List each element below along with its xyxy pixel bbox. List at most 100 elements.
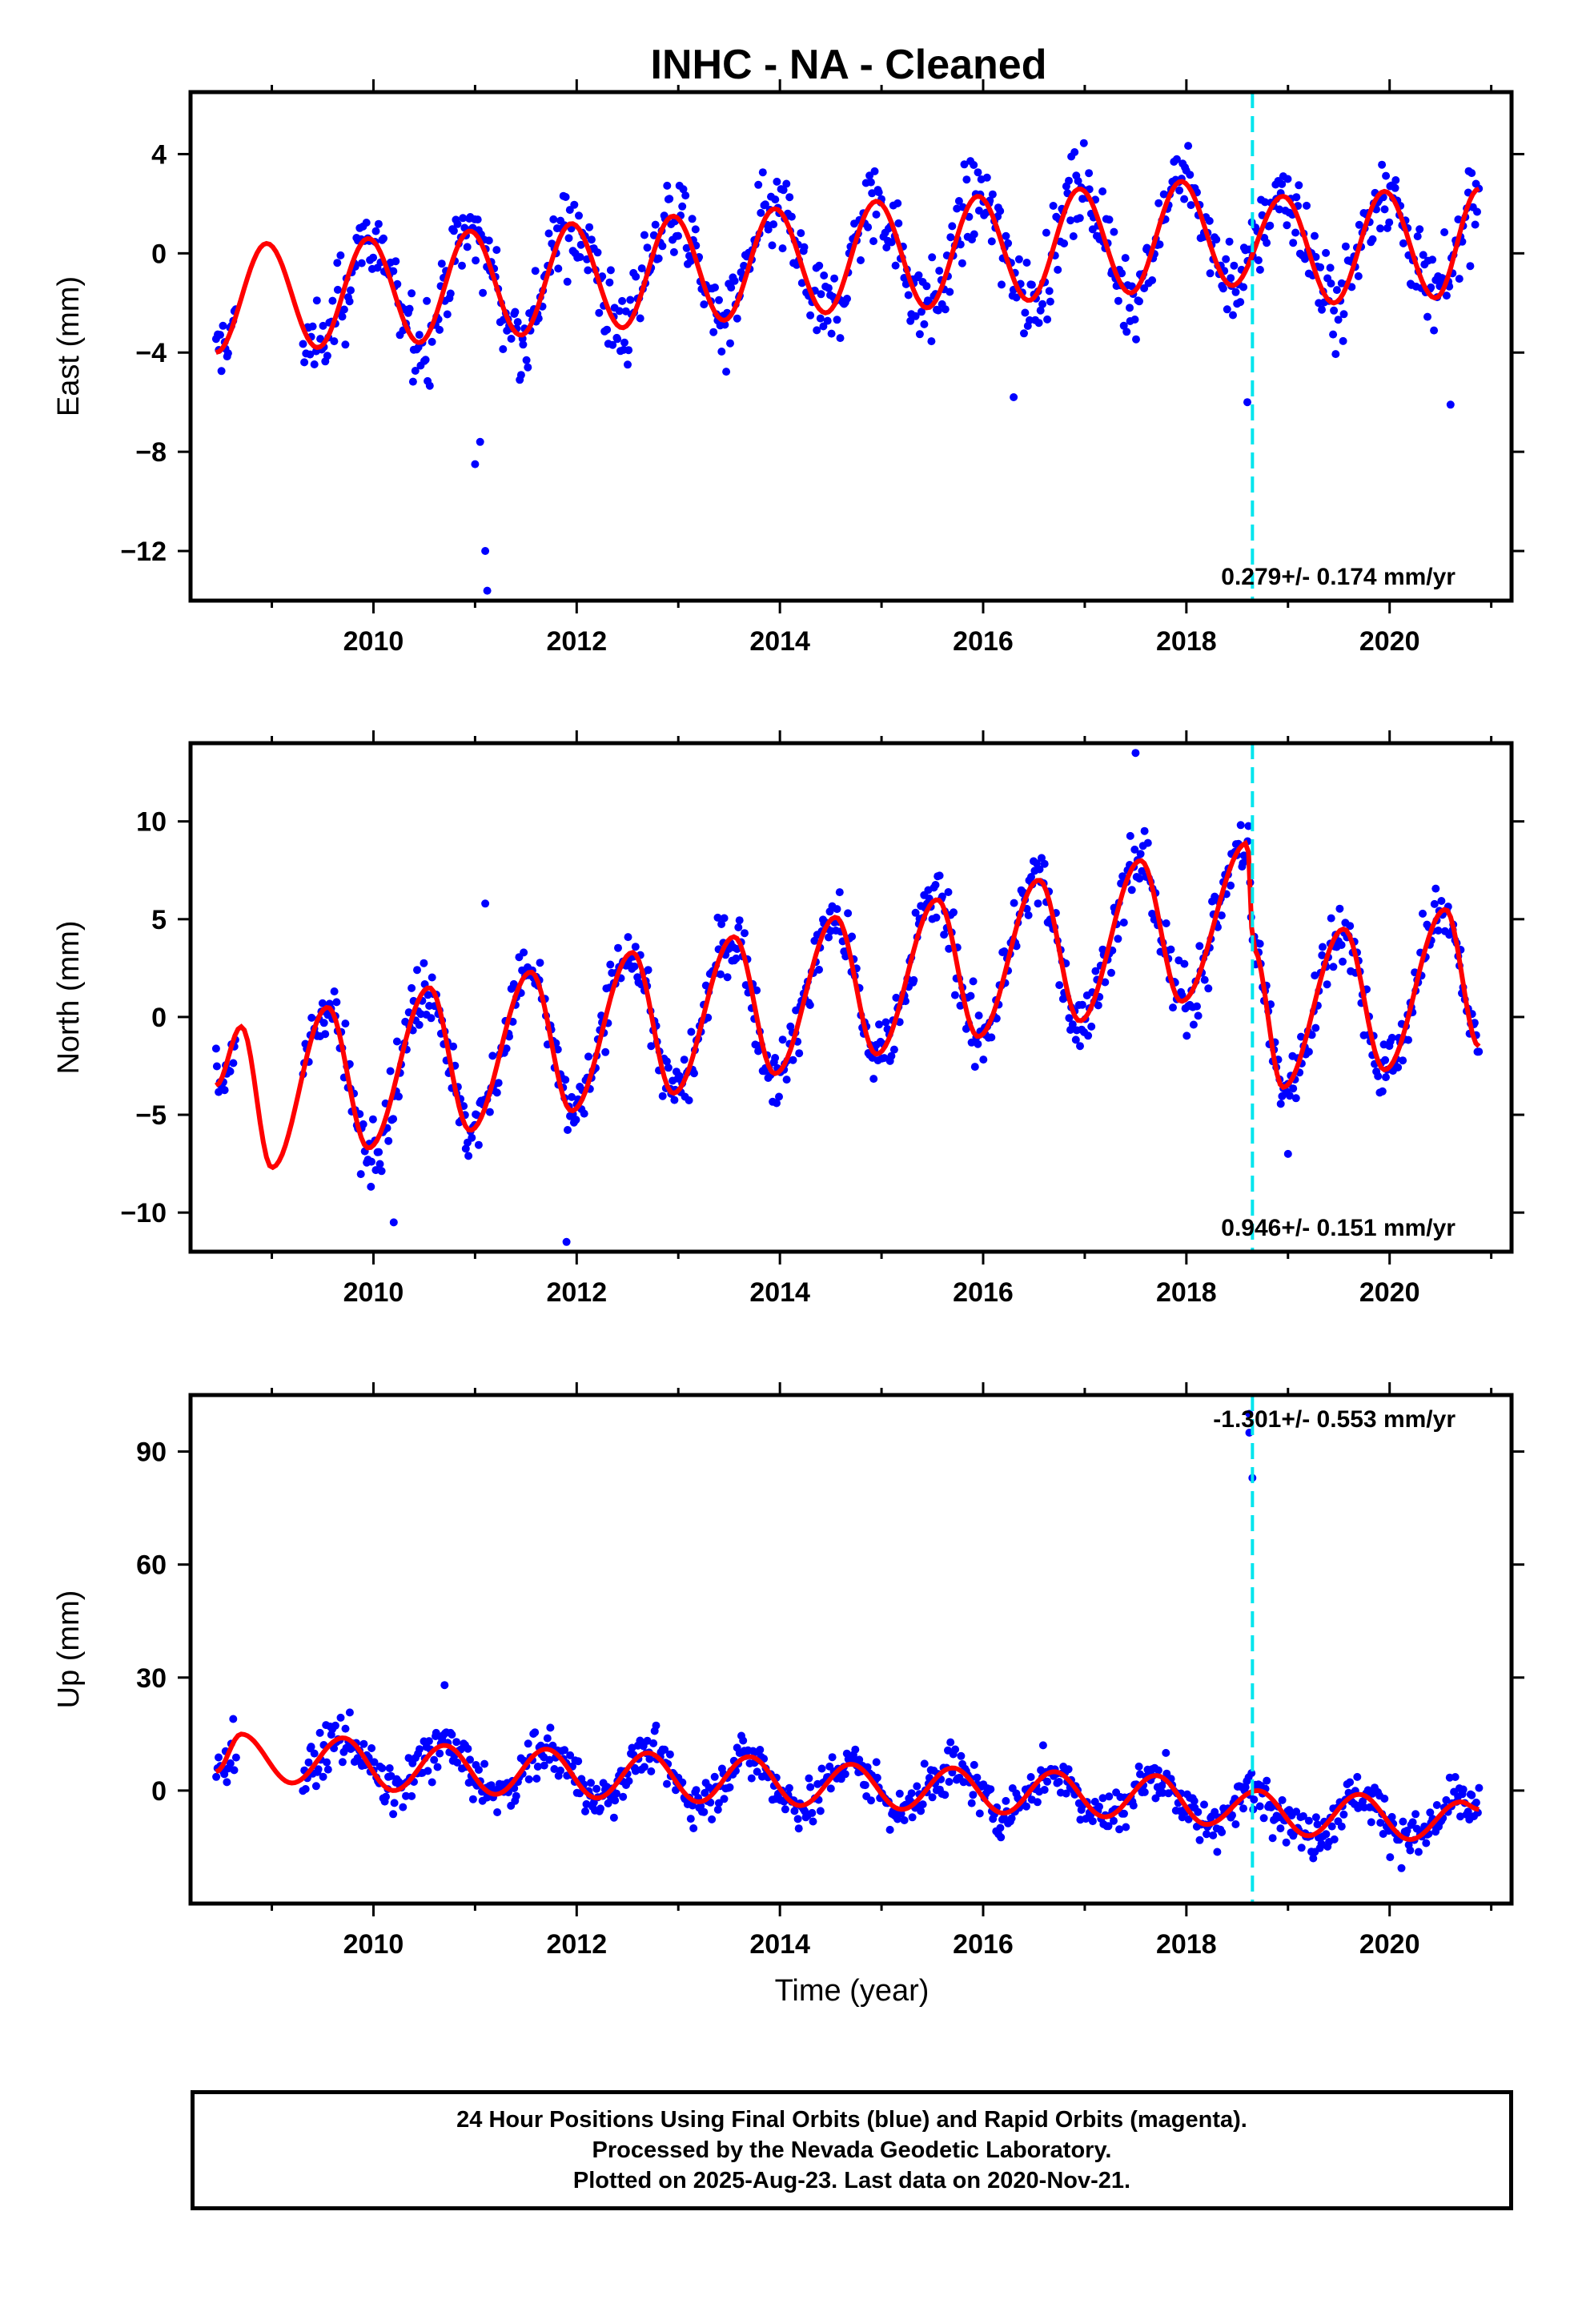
- data-point: [911, 908, 920, 917]
- data-point: [918, 1800, 927, 1809]
- data-point: [670, 1096, 679, 1104]
- data-point: [823, 316, 832, 325]
- data-point: [1140, 1787, 1149, 1796]
- data-point: [595, 308, 604, 317]
- data-point: [827, 329, 836, 338]
- data-point: [1454, 215, 1463, 223]
- data-point: [319, 321, 327, 330]
- data-point: [1119, 321, 1128, 330]
- plot-frame: [188, 741, 1514, 1254]
- data-point: [1230, 261, 1239, 270]
- data-point: [1267, 1803, 1275, 1811]
- data-point: [1127, 886, 1136, 895]
- data-point: [1397, 1864, 1406, 1872]
- data-point: [730, 276, 739, 285]
- data-point: [1423, 312, 1431, 321]
- data-point: [794, 1824, 803, 1833]
- data-point: [841, 1770, 849, 1779]
- data-point: [1027, 873, 1035, 881]
- data-point: [1311, 231, 1319, 240]
- data-point: [543, 1734, 552, 1743]
- data-point: [1195, 1835, 1204, 1844]
- data-point: [345, 1708, 354, 1717]
- data-point: [889, 1045, 898, 1054]
- data-points: [212, 1409, 1484, 1872]
- data-point: [1136, 850, 1145, 858]
- data-point: [330, 1744, 339, 1753]
- data-point: [1337, 941, 1346, 949]
- x-tick-label: 2020: [1359, 626, 1420, 657]
- data-point: [911, 312, 920, 320]
- data-point: [1166, 945, 1175, 954]
- data-point: [1339, 310, 1348, 319]
- data-point: [1225, 237, 1234, 246]
- data-point: [554, 264, 563, 273]
- data-point: [948, 222, 957, 231]
- data-point: [894, 219, 903, 227]
- data-point: [1064, 1765, 1073, 1774]
- data-point: [453, 1758, 462, 1767]
- data-point: [1155, 240, 1164, 249]
- data-point: [685, 1096, 693, 1104]
- x-tick-label: 2010: [343, 1929, 404, 1960]
- plot-area-3: [212, 1409, 1484, 1872]
- data-point: [1440, 228, 1449, 236]
- data-point: [1159, 190, 1168, 199]
- data-point: [690, 1069, 698, 1078]
- data-point: [946, 287, 954, 296]
- data-point: [1110, 1816, 1118, 1825]
- data-point: [339, 305, 348, 314]
- data-point: [778, 1035, 787, 1044]
- data-point: [1218, 1827, 1227, 1836]
- data-point: [1339, 1810, 1348, 1819]
- data-point: [722, 368, 731, 376]
- data-point: [1194, 1011, 1203, 1020]
- data-point: [782, 1076, 791, 1084]
- data-point: [449, 1042, 458, 1051]
- x-tick-label: 2014: [749, 1277, 810, 1308]
- data-point: [618, 296, 627, 305]
- data-point: [647, 1042, 656, 1051]
- data-point: [874, 188, 883, 197]
- data-point: [1178, 991, 1186, 999]
- data-point: [1213, 1848, 1222, 1856]
- data-point: [817, 290, 825, 299]
- data-point: [1266, 221, 1275, 230]
- data-point: [769, 220, 778, 229]
- data-point: [941, 305, 950, 314]
- outlier-point: [1131, 749, 1140, 758]
- data-point: [1180, 195, 1189, 203]
- data-point: [1391, 183, 1399, 192]
- y-tick-label: −12: [120, 537, 167, 567]
- data-point: [630, 962, 639, 971]
- data-point: [816, 1807, 825, 1815]
- data-point: [1442, 292, 1451, 300]
- data-point: [572, 1116, 580, 1124]
- data-point: [1376, 1819, 1385, 1827]
- data-point: [1468, 169, 1476, 178]
- data-point: [377, 1167, 386, 1176]
- data-point: [505, 1032, 513, 1041]
- data-point: [781, 1805, 789, 1814]
- data-point: [480, 1759, 489, 1768]
- data-point: [531, 1728, 540, 1737]
- data-point: [739, 1736, 748, 1745]
- data-point: [1297, 1844, 1306, 1852]
- data-point: [945, 944, 954, 953]
- data-point: [1022, 259, 1031, 267]
- data-point: [1259, 1814, 1268, 1823]
- data-point: [425, 381, 434, 390]
- data-point: [1475, 1783, 1484, 1792]
- data-point: [1319, 943, 1327, 951]
- data-point: [1419, 909, 1427, 918]
- data-point: [686, 1815, 695, 1823]
- data-point: [1107, 968, 1115, 977]
- data-point: [645, 1755, 654, 1763]
- data-point: [1118, 269, 1126, 278]
- data-point: [1403, 1827, 1411, 1835]
- data-point: [1190, 1796, 1199, 1805]
- data-point: [453, 219, 462, 228]
- data-point: [954, 197, 963, 205]
- data-point: [550, 1765, 559, 1773]
- data-point: [564, 1126, 572, 1134]
